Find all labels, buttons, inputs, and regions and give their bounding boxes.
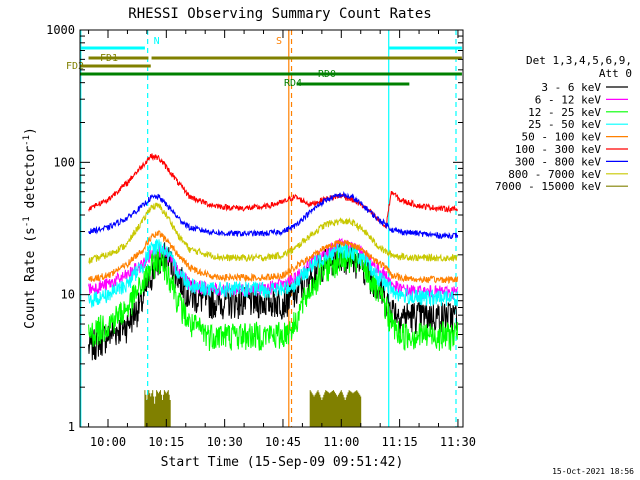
flag-label-rd0: RD0 bbox=[318, 69, 336, 80]
plot-area: FD1 FD2 RD0 RD4 N S bbox=[66, 30, 462, 427]
event-marker-s: S bbox=[276, 36, 282, 47]
y-tick-label-1: 1 bbox=[68, 420, 75, 434]
flag-bar-4-segment-1 bbox=[407, 72, 462, 76]
series-line-800-7000-kev bbox=[88, 202, 459, 265]
y-tick-label-100: 100 bbox=[53, 155, 75, 169]
series-line-50-100-kev bbox=[88, 229, 459, 285]
flag-bar-2-segment-0 bbox=[80, 64, 151, 68]
legend-label-7: 800 - 7000 keV bbox=[508, 168, 601, 181]
legend-label-5: 100 - 300 keV bbox=[515, 143, 601, 156]
x-tick-label-1115: 11:15 bbox=[382, 435, 418, 449]
series-line-300-800-kev bbox=[88, 191, 459, 240]
flag-bar-0-segment-1 bbox=[389, 46, 462, 50]
x-tick-label-1130: 11:30 bbox=[440, 435, 476, 449]
legend-header-line-1: Det 1,3,4,5,6,9, bbox=[526, 54, 632, 67]
x-tick-label-1015: 10:15 bbox=[148, 435, 184, 449]
axes: 1 10 100 1000 10:00 10:15 10:30 10:45 11:00 11:15… bbox=[46, 23, 476, 449]
legend-label-1: 6 - 12 keV bbox=[535, 93, 602, 106]
flag-label-rd4: RD4 bbox=[284, 78, 302, 89]
series-line-12-25-kev bbox=[88, 244, 459, 352]
flag-label-fd2: FD2 bbox=[66, 61, 84, 72]
series-line-100-300-kev bbox=[88, 153, 459, 229]
flag-bar-1-segment-1 bbox=[151, 56, 462, 60]
legend-label-2: 12 - 25 keV bbox=[528, 106, 601, 119]
chart-title: RHESSI Observing Summary Count Rates bbox=[128, 6, 431, 22]
legend-label-3: 25 - 50 keV bbox=[528, 118, 601, 131]
flag-bar-0-segment-0 bbox=[80, 46, 145, 50]
x-axis-label: Start Time (15-Sep-09 09:51:42) bbox=[161, 455, 404, 470]
x-tick-label-1030: 10:30 bbox=[207, 435, 243, 449]
flag-bar-5-segment-0 bbox=[296, 82, 410, 86]
y-tick-label-10: 10 bbox=[61, 288, 75, 302]
x-tick-label-1100: 11:00 bbox=[323, 435, 359, 449]
x-tick-label-1000: 10:00 bbox=[90, 435, 126, 449]
legend-label-6: 300 - 800 keV bbox=[515, 155, 601, 168]
legend-label-0: 3 - 6 keV bbox=[541, 81, 601, 94]
event-marker-n: N bbox=[154, 36, 160, 47]
flag-bar-1-segment-0 bbox=[88, 56, 149, 60]
legend-label-8: 7000 - 15000 keV bbox=[495, 180, 601, 193]
y-axis-label: Count Rate (s-1 detector-1) bbox=[22, 127, 38, 329]
plot-frame bbox=[79, 29, 464, 428]
series-line-7000-15000-kev bbox=[144, 390, 362, 427]
series-line-25-50-kev bbox=[88, 239, 459, 308]
series-line-3-6-kev bbox=[88, 242, 459, 361]
legend-label-4: 50 - 100 keV bbox=[522, 131, 602, 144]
footer-timestamp: 15-Oct-2021 18:56 bbox=[552, 467, 634, 476]
x-tick-label-1045: 10:45 bbox=[265, 435, 301, 449]
legend-header-line-2: Att 0 bbox=[599, 67, 632, 80]
y-tick-label-1000: 1000 bbox=[46, 23, 75, 37]
flag-label-fd1: FD1 bbox=[100, 53, 118, 64]
flag-bar-4-segment-0 bbox=[80, 72, 357, 76]
